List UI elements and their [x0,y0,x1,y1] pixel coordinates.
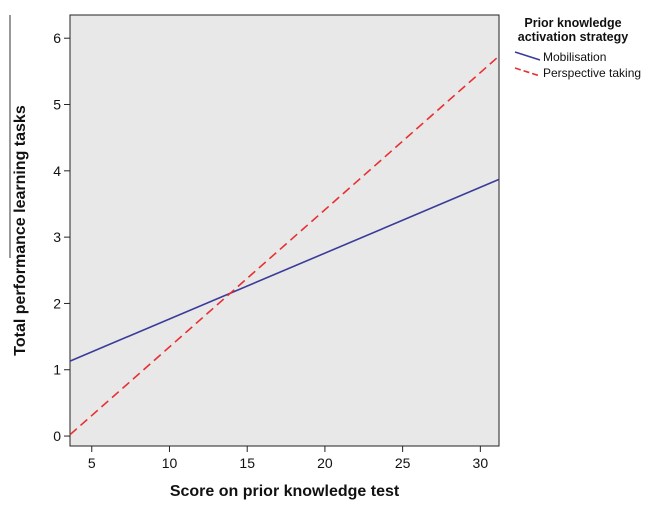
x-axis-label: Score on prior knowledge test [170,483,400,500]
legend: Prior knowledge activation strategy Mobi… [514,16,641,80]
legend-swatch-2 [514,67,541,77]
y-tick-label: 3 [53,229,61,245]
legend-swatch-1 [514,51,541,61]
y-tick-label: 6 [53,30,61,46]
x-tick-label: 5 [88,455,96,471]
x-tick-label: 20 [317,455,333,471]
axes-layer: 5 10 15 20 25 30 0 1 2 3 4 5 6 [53,30,488,471]
legend-label-1: Mobilisation [543,50,606,64]
x-tick-label: 10 [162,455,178,471]
y-axis-label: Total performance learning tasks [12,105,29,356]
legend-title-line-2: activation strategy [518,30,629,44]
y-tick-label: 0 [53,428,61,444]
x-tick-label: 30 [473,455,489,471]
y-tick-label: 2 [53,295,61,311]
series-layer [69,55,500,436]
series-line-1 [69,178,500,362]
legend-title-line-1: Prior knowledge [524,16,621,30]
series-line-2 [69,55,500,436]
x-tick-label: 15 [239,455,255,471]
x-tick-label: 25 [395,455,411,471]
y-tick-label: 5 [53,97,61,113]
y-tick-label: 1 [53,362,61,378]
y-tick-label: 4 [53,163,61,179]
plot-area [69,14,500,447]
legend-label-2: Perspective taking [543,66,641,80]
